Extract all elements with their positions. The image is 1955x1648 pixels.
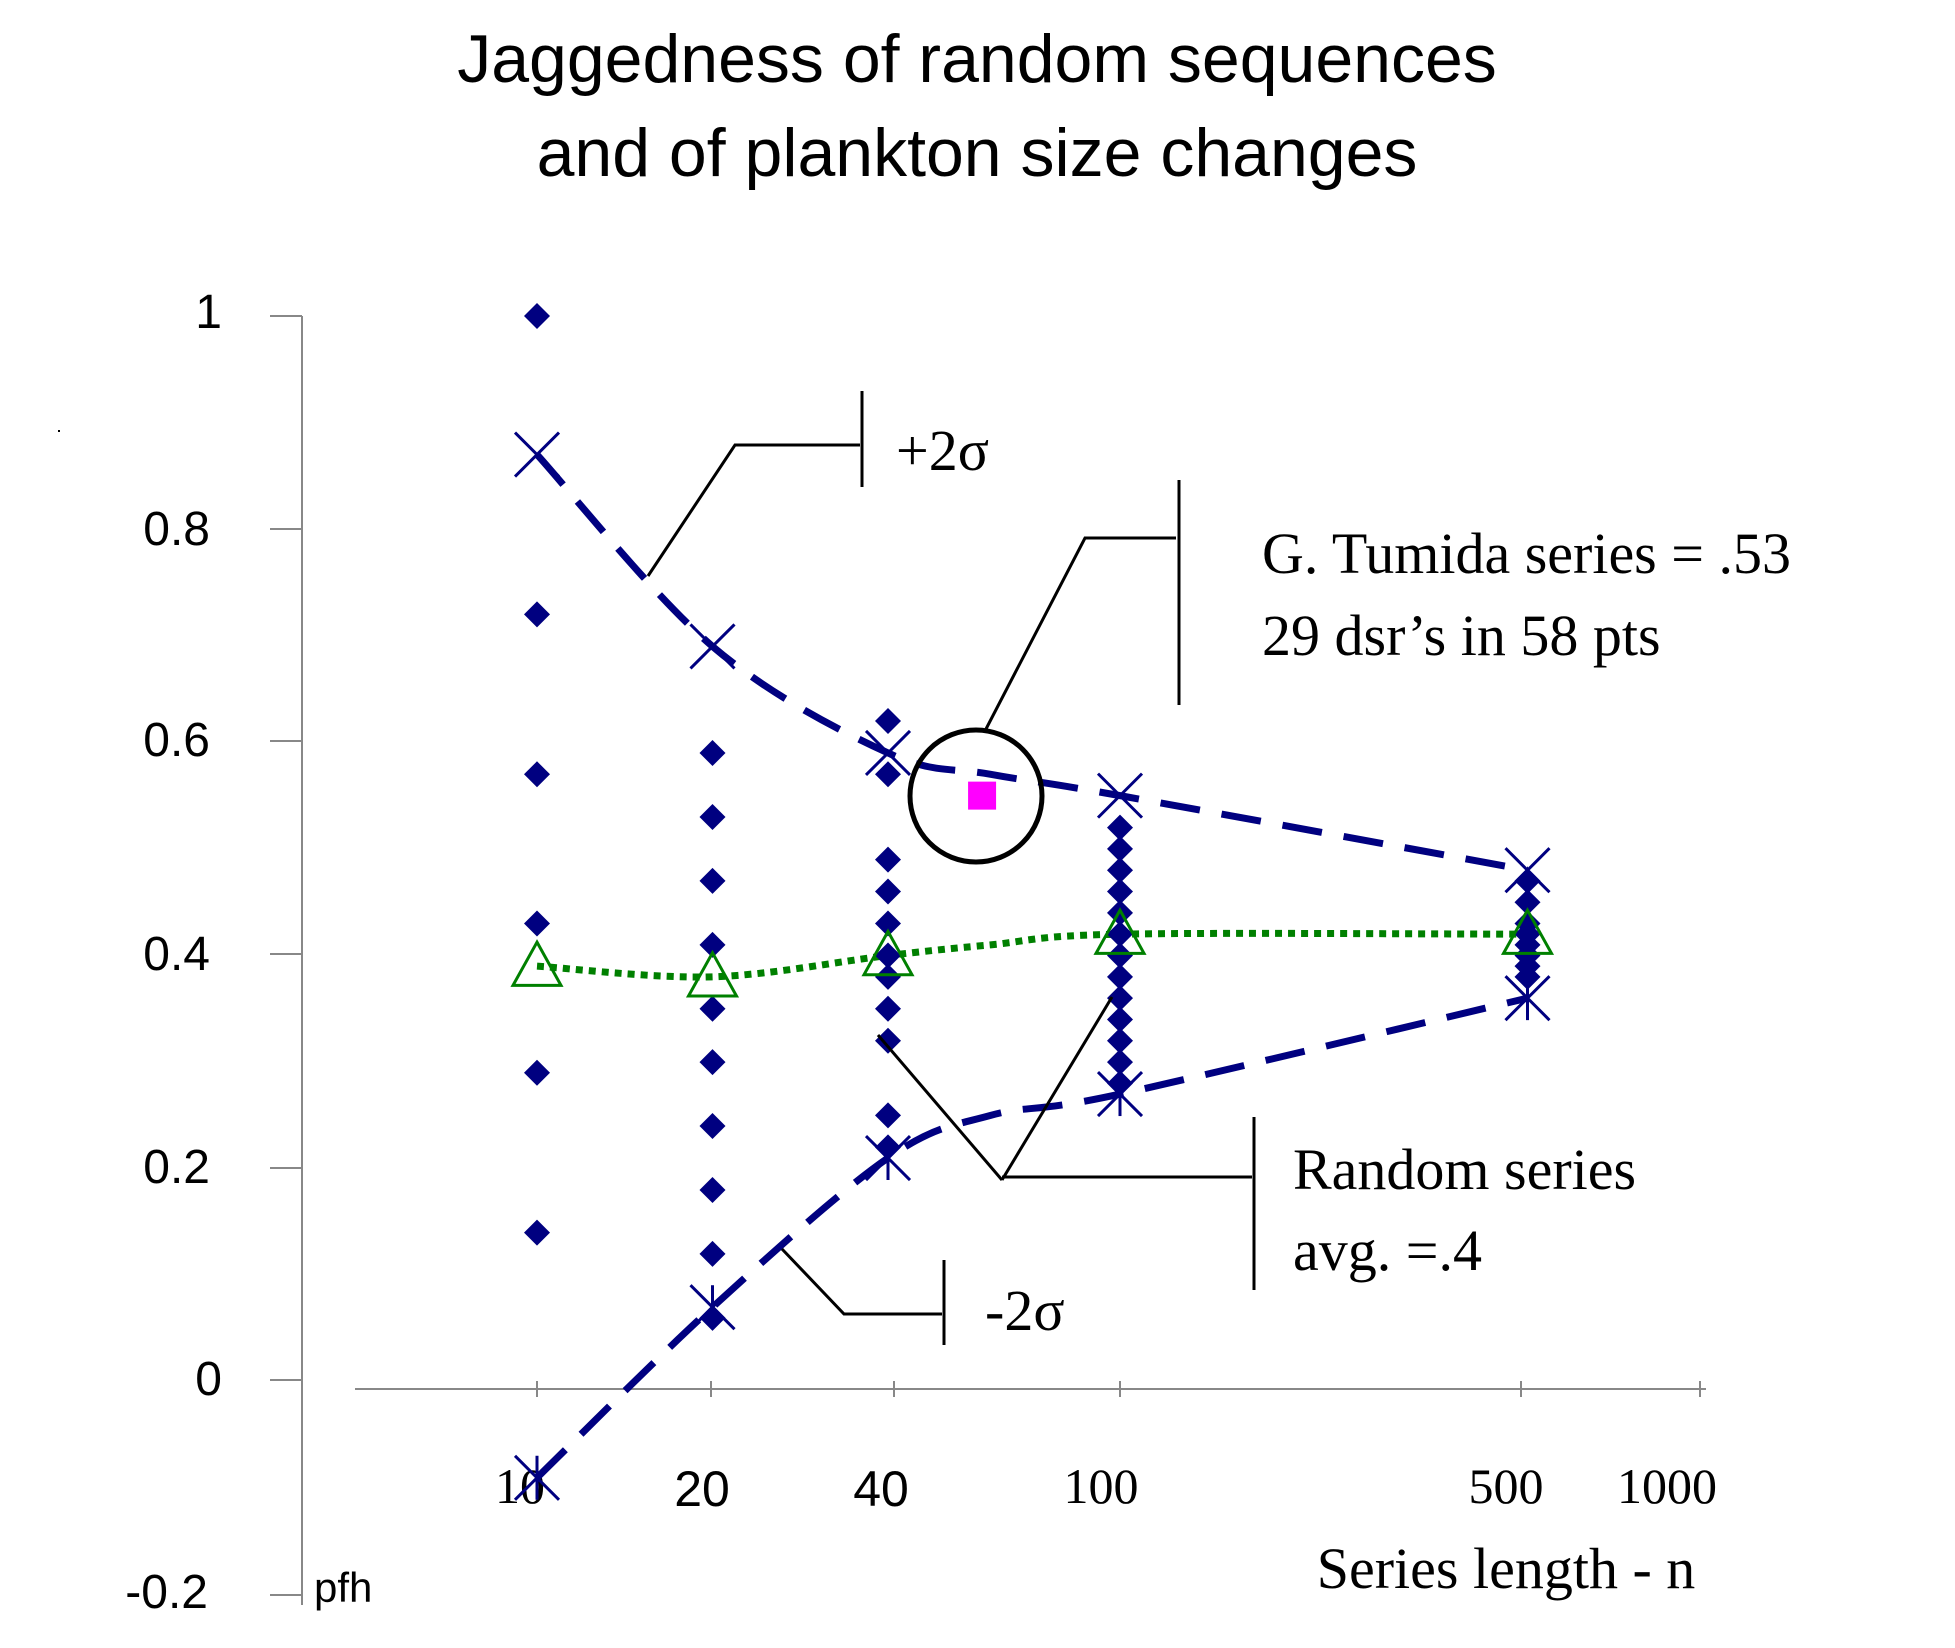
random-series-point bbox=[875, 878, 902, 905]
random-series-point bbox=[699, 1113, 726, 1140]
minus-2-sigma-marker bbox=[689, 1284, 736, 1331]
minus-2-sigma-marker bbox=[1504, 975, 1551, 1022]
random-series-point bbox=[524, 303, 550, 329]
annotations: +2σ G. Tumida series = .53 29 dsr’s in 5… bbox=[646, 391, 1791, 1345]
random-series-point bbox=[1107, 1049, 1133, 1076]
tumida-label-line1: G. Tumida series = .53 bbox=[1262, 521, 1791, 586]
random-series-point bbox=[524, 1059, 550, 1086]
y-tick-label: -0.2 bbox=[125, 1566, 208, 1619]
random-series-point bbox=[1107, 878, 1133, 905]
marker-stroke bbox=[513, 431, 561, 478]
y-ticks: 1 0.8 0.6 0.4 0.2 0 -0.2 bbox=[125, 286, 302, 1619]
random-series-point bbox=[1107, 1006, 1133, 1033]
random-series-point bbox=[524, 761, 550, 788]
y-tick-label: 1 bbox=[195, 286, 222, 339]
plus-2-sigma-marker bbox=[689, 623, 736, 670]
tumida-label-line2: 29 dsr’s in 58 pts bbox=[1262, 603, 1661, 668]
chart-title-line2: and of plankton size changes bbox=[537, 115, 1418, 191]
x-tick-label: 100 bbox=[1064, 1458, 1139, 1514]
tumida-highlight-circle bbox=[907, 727, 1045, 865]
y-tick-label: 0.4 bbox=[143, 928, 210, 981]
y-tick-label: 0.2 bbox=[143, 1141, 210, 1194]
x-tick-label: 1000 bbox=[1617, 1458, 1717, 1514]
random-series-point bbox=[1107, 1027, 1133, 1054]
plus-sigma-label: +2σ bbox=[896, 418, 989, 483]
random-series-point bbox=[1514, 889, 1541, 916]
random-label-line2: avg. =.4 bbox=[1293, 1218, 1482, 1283]
random-series-point bbox=[1107, 963, 1133, 990]
y-axis-label: pfh bbox=[314, 1564, 372, 1611]
random-series-point bbox=[1107, 814, 1133, 841]
x-tick-label: 40 bbox=[853, 1461, 909, 1517]
average-marker bbox=[685, 949, 740, 998]
plus-2-sigma-marker bbox=[864, 729, 912, 777]
random-leader-right bbox=[1000, 996, 1114, 1181]
random-series-point bbox=[699, 1176, 726, 1203]
random-series-point bbox=[875, 761, 902, 788]
marker-stroke bbox=[689, 623, 736, 670]
random-series-point bbox=[699, 931, 726, 958]
random-series-point bbox=[524, 910, 550, 937]
plus-2-sigma-marker bbox=[1096, 772, 1144, 819]
average-marker bbox=[1500, 907, 1555, 955]
average-marker bbox=[1093, 907, 1147, 955]
plus-2-sigma-marker bbox=[1504, 847, 1551, 894]
random-series-point bbox=[875, 1102, 902, 1129]
y-tick-label: 0.6 bbox=[143, 714, 210, 767]
random-series-point bbox=[699, 803, 726, 830]
random-series-point bbox=[524, 601, 550, 628]
average-marker bbox=[861, 928, 915, 977]
x-axis-label: Series length - n bbox=[1317, 1536, 1696, 1601]
random-series-point bbox=[699, 867, 726, 894]
random-series-point bbox=[875, 963, 902, 990]
random-series-point bbox=[1107, 942, 1133, 969]
random-leader-left bbox=[876, 1034, 1004, 1181]
average-marker bbox=[510, 939, 564, 987]
minus-2-sigma-marker bbox=[513, 1454, 561, 1501]
random-series-point bbox=[699, 739, 726, 766]
random-series-point bbox=[1107, 985, 1133, 1012]
series-lines bbox=[534, 452, 1529, 1481]
plus-2-sigma-marker bbox=[513, 431, 561, 478]
marker-stroke bbox=[1504, 847, 1551, 894]
x-tick-label: 500 bbox=[1469, 1458, 1544, 1514]
minus-sigma-label: -2σ bbox=[985, 1278, 1065, 1343]
x-tick-label: 20 bbox=[674, 1461, 730, 1517]
random-series-point bbox=[875, 910, 902, 937]
random-series-point bbox=[699, 995, 726, 1022]
random-series-point bbox=[875, 708, 902, 735]
average-line bbox=[536, 929, 1528, 981]
x-ticks: 10 20 40 100 500 1000 bbox=[495, 1381, 1717, 1517]
marker-stroke bbox=[864, 729, 912, 777]
random-series-point bbox=[875, 995, 902, 1022]
minus-2-sigma-line bbox=[534, 994, 1529, 1481]
minus-sigma-leader bbox=[780, 1247, 942, 1316]
minus-2-sigma-marker bbox=[864, 1134, 912, 1182]
random-series-point bbox=[875, 942, 902, 969]
random-series-point bbox=[875, 1027, 902, 1054]
minus-2-sigma-marker bbox=[1096, 1070, 1144, 1118]
tumida-leader bbox=[984, 536, 1176, 730]
chart-title-line1: Jaggedness of random sequences bbox=[457, 21, 1497, 97]
plus-sigma-leader bbox=[646, 443, 860, 577]
plus-2-sigma-line bbox=[534, 452, 1529, 874]
tumida-point bbox=[968, 781, 997, 810]
random-label-line1: Random series bbox=[1293, 1137, 1636, 1202]
marker-stroke bbox=[1096, 772, 1144, 819]
random-series-point bbox=[1514, 867, 1541, 894]
random-series-point bbox=[1107, 921, 1133, 948]
random-series-point bbox=[699, 1049, 726, 1076]
random-series-point bbox=[1107, 857, 1133, 884]
random-series-point bbox=[1107, 835, 1133, 862]
y-tick-label: 0 bbox=[195, 1353, 222, 1406]
random-series-point bbox=[524, 1219, 550, 1246]
y-tick-label: 0.8 bbox=[143, 503, 210, 556]
series-points bbox=[510, 303, 1555, 1501]
random-series-point bbox=[875, 846, 902, 873]
random-series-point bbox=[699, 1240, 726, 1267]
